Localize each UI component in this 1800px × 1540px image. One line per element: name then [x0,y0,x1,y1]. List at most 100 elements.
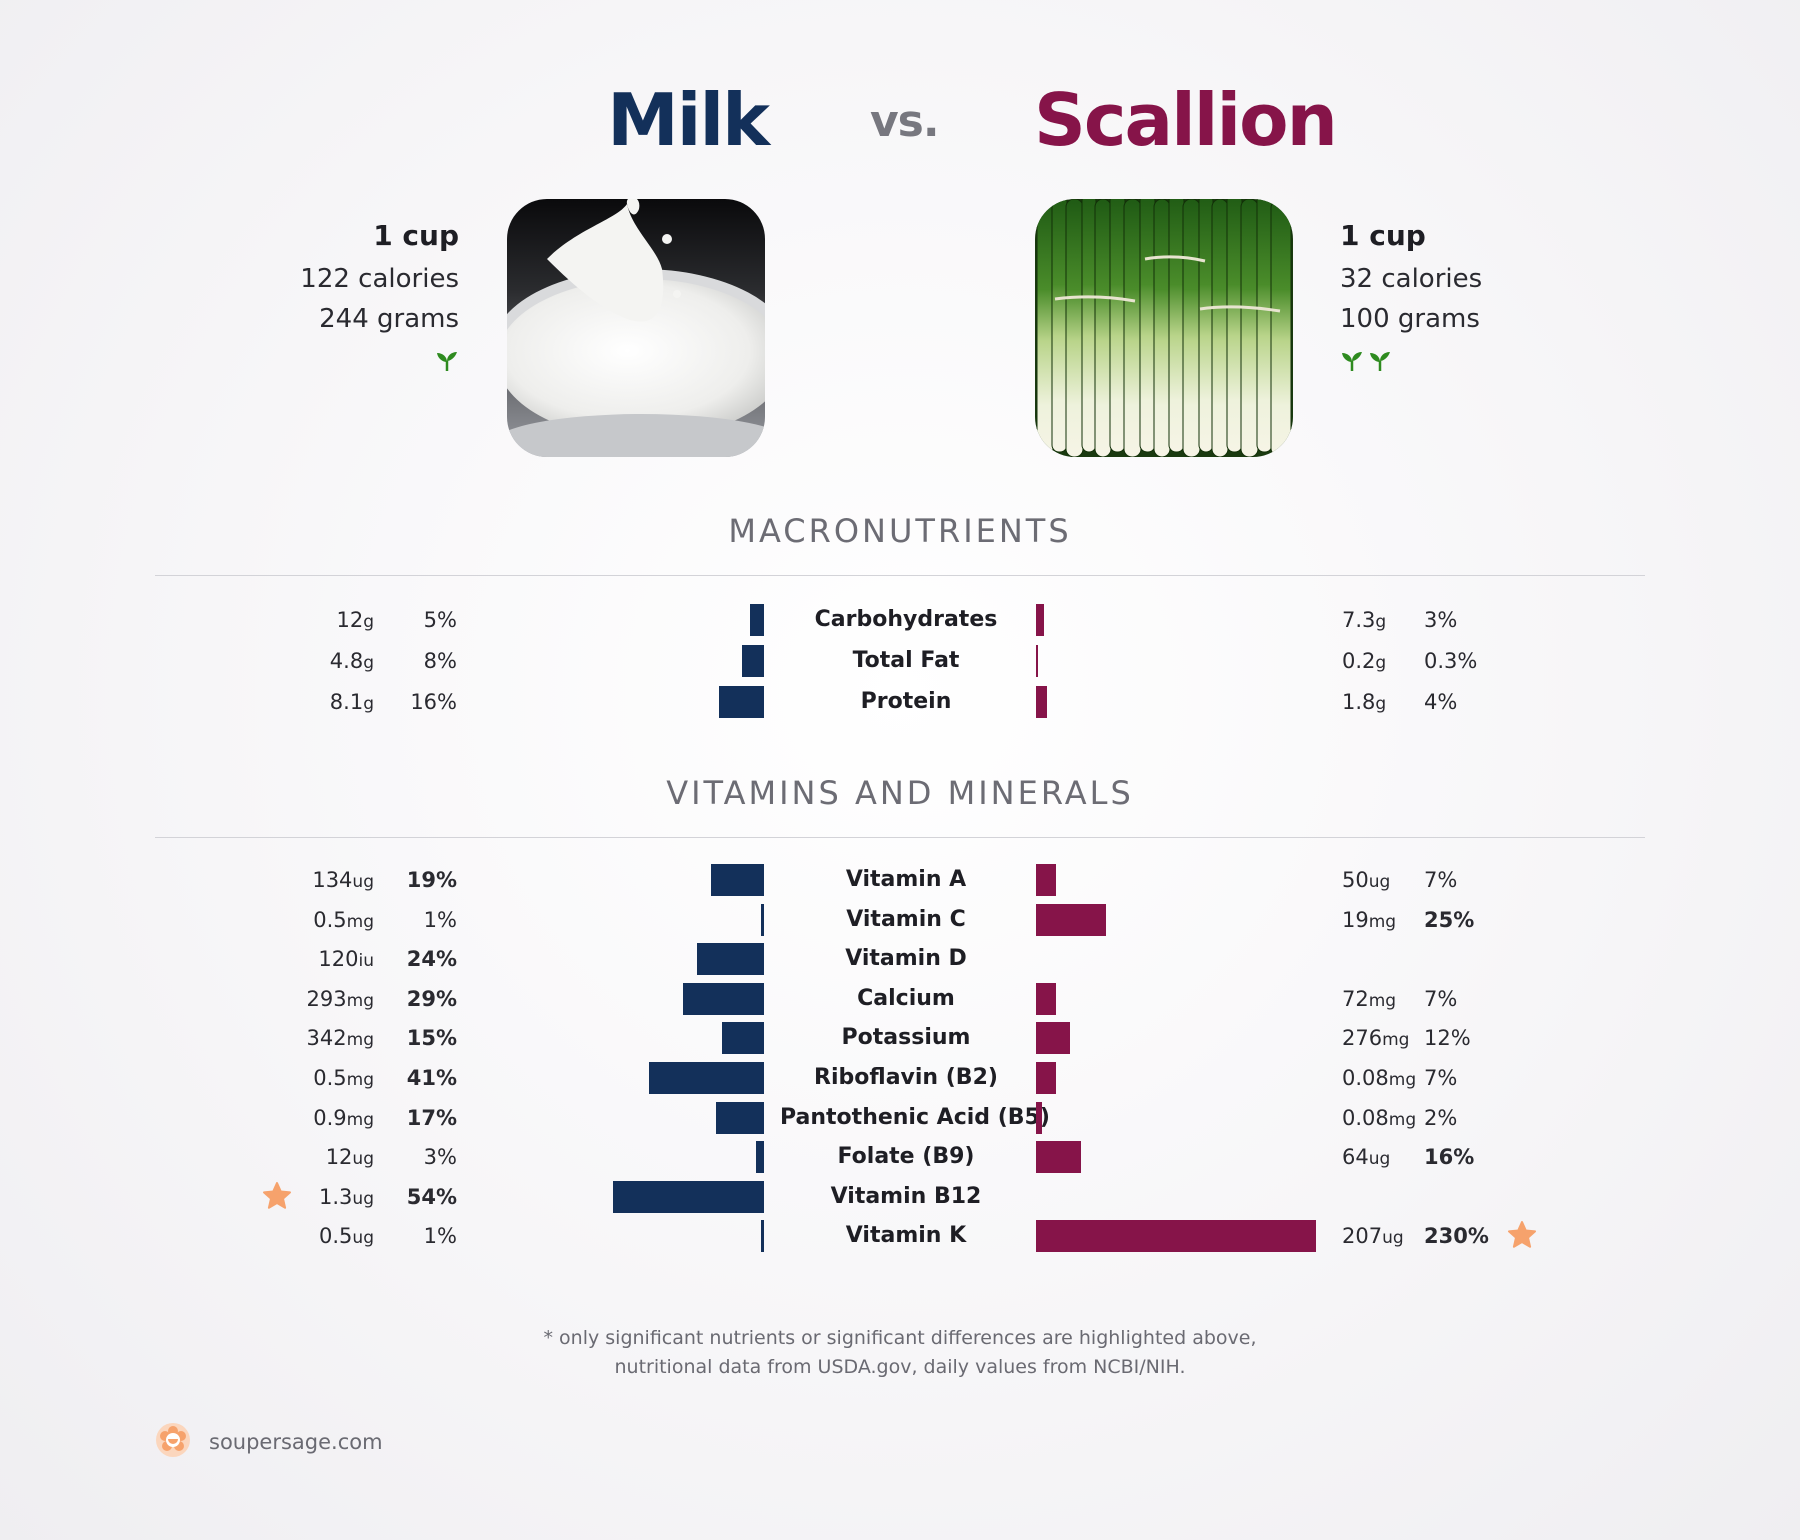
vitamins-minerals-title: VITAMINS AND MINERALS [666,774,1134,812]
versus-label: vs. [870,96,940,147]
left-unit: mg [346,1070,374,1090]
nutrient-name: Pantothenic Acid (B5) [780,1104,1050,1130]
right-unit: ug [1368,1149,1391,1170]
left-percent: 16% [410,690,457,714]
left-bar [682,982,764,1015]
left-amount: 8.1g [329,690,374,714]
scallion-image [1035,199,1293,457]
left-bar [710,864,764,896]
left-percent: 5% [423,608,457,632]
left-calories: 122 calories [300,264,459,294]
left-unit: ug [352,1149,374,1170]
chart-row: 0.5mg 41% Riboflavin (B2) 0.08mg 7% [0,1058,1800,1098]
left-percent: 3% [423,1145,457,1170]
left-percent: 19% [406,868,457,892]
right-sprout-rating [1340,349,1482,377]
left-amount: 4.8g [329,649,374,673]
left-amount: 12g [336,608,374,632]
right-bar [1036,1101,1042,1134]
chart-row: 134ug 19% Vitamin A 50ug 7% [0,860,1800,900]
left-bar [722,1022,764,1055]
left-percent: 15% [406,1026,457,1051]
right-bar [1036,903,1106,936]
left-sprout-rating [300,349,459,377]
left-unit: iu [358,951,375,972]
brand-name[interactable]: soupersage.com [209,1430,383,1454]
left-amount: 0.9mg [313,1105,374,1130]
right-unit: mg [1388,1070,1417,1090]
nutrient-name: Folate (B9) [837,1144,975,1170]
chart-row: 12g 5% Carbohydrates 7.3g 3% [0,600,1800,640]
right-percent: 3% [1424,608,1458,632]
right-bar [1036,864,1056,896]
right-bar [1036,1220,1316,1253]
left-amount: 0.5mg [313,1066,374,1090]
right-percent: 12% [1424,1026,1471,1051]
left-percent: 54% [406,1184,457,1209]
right-bar [1036,982,1056,1015]
brand[interactable]: soupersage.com [155,1422,383,1462]
chart-row: 0.5mg 1% Vitamin C 19mg 25% [0,900,1800,940]
left-amount: 293mg [306,986,374,1011]
left-food-info: 1 cup 122 calories 244 grams [300,213,459,377]
macronutrients-title: MACRONUTRIENTS [728,512,1072,550]
right-bar [1036,686,1048,718]
right-percent: 4% [1424,690,1458,714]
right-unit: mg [1368,990,1397,1011]
right-bar [1036,645,1038,677]
left-amount: 12ug [325,1145,374,1170]
right-amount: 1.8g [1342,690,1387,714]
soupersage-logo-icon [155,1422,191,1462]
right-food-title: Scallion [1034,78,1338,162]
sprout-icon [1340,349,1364,377]
left-percent: 17% [406,1105,457,1130]
nutrient-name: Carbohydrates [814,607,998,632]
footnote-line-1: * only significant nutrients or signific… [543,1327,1257,1349]
left-amount: 0.5mg [313,907,374,932]
left-bar [761,903,764,936]
right-amount: 0.08mg [1342,1066,1417,1090]
right-percent: 230% [1424,1224,1489,1249]
right-amount: 0.08mg [1342,1105,1417,1130]
vitamins-minerals-divider [155,837,1645,838]
sprout-icon [1368,349,1392,377]
left-percent: 1% [423,1224,457,1249]
nutrient-name: Calcium [857,985,955,1011]
left-grams: 244 grams [319,304,459,334]
chart-row: 8.1g 16% Protein 1.8g 4% [0,682,1800,722]
right-amount: 276mg [1342,1026,1410,1051]
right-unit: g [1375,653,1387,673]
nutrient-name: Riboflavin (B2) [814,1065,998,1090]
left-unit: g [363,694,374,714]
right-percent: 0.3% [1424,649,1478,673]
right-food-info: 1 cup 32 calories 100 grams [1340,213,1482,377]
left-unit: ug [352,1228,374,1249]
right-unit: g [1375,612,1387,632]
chart-row: 12ug 3% Folate (B9) 64ug 16% [0,1137,1800,1177]
left-percent: 8% [423,649,457,673]
left-serving: 1 cup [373,219,459,252]
left-percent: 41% [406,1066,457,1090]
right-calories: 32 calories [1340,264,1483,294]
right-unit: ug [1382,1228,1404,1249]
nutrient-name: Total Fat [852,648,960,673]
left-bar [716,1101,764,1134]
chart-row: 1.3ug 54% Vitamin B12 [0,1177,1800,1217]
sprout-icon [435,349,459,377]
right-bar [1036,1022,1070,1055]
left-amount: 0.5ug [319,1224,374,1249]
left-percent: 24% [406,947,457,972]
chart-row: 4.8g 8% Total Fat 0.2g 0.3% [0,641,1800,681]
right-unit: mg [1382,1030,1410,1051]
chart-row: 0.5ug 1% Vitamin K 207ug 230% [0,1216,1800,1256]
chart-row: 293mg 29% Calcium 72mg 7% [0,979,1800,1019]
left-unit: ug [352,872,374,892]
star-icon [262,1181,292,1211]
left-unit: mg [346,1030,374,1051]
left-bar [696,943,764,976]
left-unit: g [363,653,374,673]
left-food-title: Milk [607,78,770,162]
left-bar [755,1141,764,1174]
nutrient-name: Vitamin A [845,867,967,892]
chart-row: 0.9mg 17% Pantothenic Acid (B5) 0.08mg 2% [0,1098,1800,1138]
